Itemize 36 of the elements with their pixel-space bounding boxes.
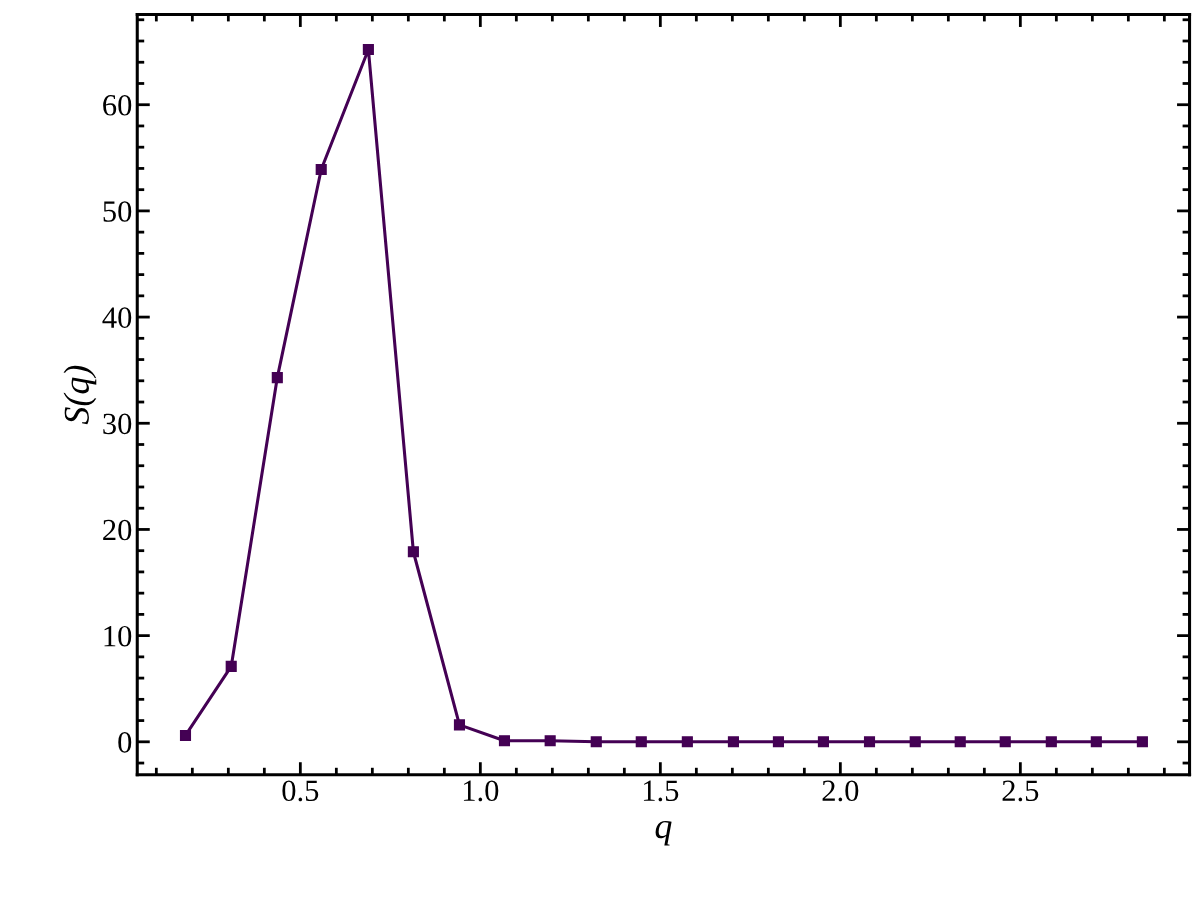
point: [772, 736, 784, 748]
point: [1136, 736, 1148, 748]
point: [817, 736, 829, 748]
x-tick-label: 1.5: [643, 780, 679, 802]
point: [225, 660, 237, 672]
point: [453, 719, 466, 731]
x-tick-label: 1.0: [463, 780, 499, 802]
x-tick-label: 2.0: [822, 780, 859, 802]
point: [635, 736, 647, 748]
y-tick-label: 40: [102, 307, 132, 328]
point: [179, 729, 192, 741]
y-tick-label: 60: [103, 95, 132, 116]
point: [999, 736, 1011, 748]
x-tick-label: 0.5: [282, 780, 319, 802]
point: [909, 736, 921, 748]
point: [271, 372, 283, 384]
x-axis-title: q: [655, 820, 672, 846]
point: [407, 546, 419, 558]
y-tick-label: 20: [103, 519, 132, 541]
point: [863, 736, 876, 748]
y-tick-label: 0: [118, 732, 132, 753]
point: [1045, 736, 1057, 748]
y-tick-label: 30: [103, 413, 132, 435]
point: [362, 43, 374, 56]
point: [1090, 736, 1102, 748]
point: [590, 736, 602, 748]
y-axis-title: S(q): [63, 365, 97, 425]
point: [727, 736, 739, 748]
point: [681, 736, 693, 748]
y-tick-label: 10: [104, 625, 132, 647]
x-tick-label: 2.5: [1002, 780, 1039, 802]
point: [315, 163, 327, 176]
y-tick-label: 50: [103, 201, 132, 222]
point: [498, 735, 511, 747]
point: [544, 735, 556, 747]
point: [954, 736, 966, 748]
